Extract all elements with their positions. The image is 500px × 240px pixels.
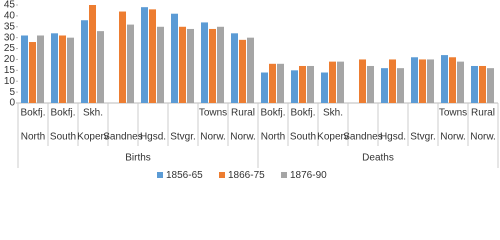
y-tick-label: 0 bbox=[9, 98, 15, 109]
bar bbox=[247, 37, 254, 103]
x-tick-label: Towns bbox=[439, 108, 467, 119]
x-tick-label: North bbox=[261, 132, 285, 143]
legend-label: 1856-65 bbox=[166, 170, 203, 181]
bar bbox=[389, 59, 396, 103]
bar bbox=[127, 24, 134, 104]
x-tick-label: Stvgr. bbox=[170, 132, 196, 143]
x-tick-label: Norw. bbox=[470, 132, 496, 143]
x-tick-label: South bbox=[290, 132, 316, 143]
bar bbox=[149, 9, 156, 104]
bar bbox=[411, 57, 418, 103]
bar bbox=[381, 68, 388, 103]
bar bbox=[141, 7, 148, 103]
bar bbox=[449, 57, 456, 103]
bar bbox=[329, 61, 336, 103]
x-tick-label: Hgsd. bbox=[380, 132, 406, 143]
x-tick-label: Stvgr. bbox=[410, 132, 436, 143]
y-tick-label: 35 bbox=[4, 21, 16, 32]
x-tick-label: Koperv bbox=[317, 132, 349, 143]
bar bbox=[321, 72, 328, 103]
x-tick-label: Bokfj. bbox=[50, 108, 75, 119]
x-tick-label: Bokfj. bbox=[290, 108, 315, 119]
x-tick-label: Norw. bbox=[200, 132, 226, 143]
x-tick-label: Rural bbox=[471, 108, 495, 119]
x-tick-label: Koperv bbox=[77, 132, 109, 143]
bar bbox=[231, 33, 238, 103]
bar bbox=[21, 35, 28, 103]
y-tick-label: 10 bbox=[4, 76, 16, 87]
bar bbox=[171, 13, 178, 103]
bar bbox=[471, 65, 478, 103]
bar bbox=[269, 63, 276, 103]
bar bbox=[487, 68, 494, 103]
bar bbox=[97, 31, 104, 104]
y-tick-label: 25 bbox=[4, 43, 16, 54]
bar bbox=[81, 20, 88, 103]
x-tick-label: Rural bbox=[231, 108, 255, 119]
bar bbox=[337, 61, 344, 103]
y-tick-label: 40 bbox=[4, 11, 16, 22]
bar bbox=[359, 59, 366, 103]
legend-swatch bbox=[281, 172, 287, 178]
bar bbox=[307, 65, 314, 103]
bar bbox=[59, 35, 66, 103]
y-tick-label: 45 bbox=[4, 0, 16, 11]
x-tick-label: Towns bbox=[199, 108, 227, 119]
bar bbox=[179, 26, 186, 103]
x-tick-label: Norw. bbox=[230, 132, 256, 143]
bar bbox=[217, 26, 224, 103]
bar bbox=[209, 28, 216, 104]
y-tick-label: 5 bbox=[9, 87, 15, 98]
x-tick-label: South bbox=[50, 132, 76, 143]
bar bbox=[89, 5, 96, 103]
bar bbox=[419, 59, 426, 103]
bar bbox=[367, 65, 374, 103]
x-tick-label: North bbox=[21, 132, 45, 143]
legend-swatch bbox=[157, 172, 163, 178]
bar bbox=[427, 59, 434, 103]
x-tick-label: Skh. bbox=[83, 108, 103, 119]
bar bbox=[299, 65, 306, 103]
bar bbox=[201, 22, 208, 103]
bar bbox=[397, 68, 404, 103]
x-tick-label: Hgsd. bbox=[140, 132, 166, 143]
legend-swatch bbox=[219, 172, 225, 178]
x-tick-label: Norw. bbox=[440, 132, 466, 143]
x-tick-label: Sandnes bbox=[343, 132, 382, 143]
bar bbox=[29, 42, 36, 103]
bar bbox=[51, 33, 58, 103]
legend-label: 1876-90 bbox=[290, 170, 327, 181]
bar bbox=[291, 70, 298, 103]
y-tick-label: 30 bbox=[4, 32, 16, 43]
bar bbox=[37, 35, 44, 103]
bar bbox=[119, 11, 126, 103]
legend-label: 1866-75 bbox=[228, 170, 265, 181]
bar bbox=[441, 55, 448, 103]
y-tick-label: 15 bbox=[4, 65, 16, 76]
bar bbox=[187, 28, 194, 104]
group-label: Deaths bbox=[362, 153, 394, 164]
x-tick-label: Bokfj. bbox=[20, 108, 45, 119]
bar bbox=[277, 63, 284, 103]
group-label: Births bbox=[125, 153, 151, 164]
bar bbox=[479, 65, 486, 103]
y-tick-label: 20 bbox=[4, 54, 16, 65]
x-tick-label: Skh. bbox=[323, 108, 343, 119]
bar bbox=[239, 39, 246, 103]
x-tick-label: Sandnes bbox=[103, 132, 142, 143]
bar bbox=[261, 72, 268, 103]
x-tick-label: Bokfj. bbox=[260, 108, 285, 119]
bar bbox=[157, 26, 164, 103]
bar bbox=[67, 37, 74, 103]
bar bbox=[457, 61, 464, 103]
